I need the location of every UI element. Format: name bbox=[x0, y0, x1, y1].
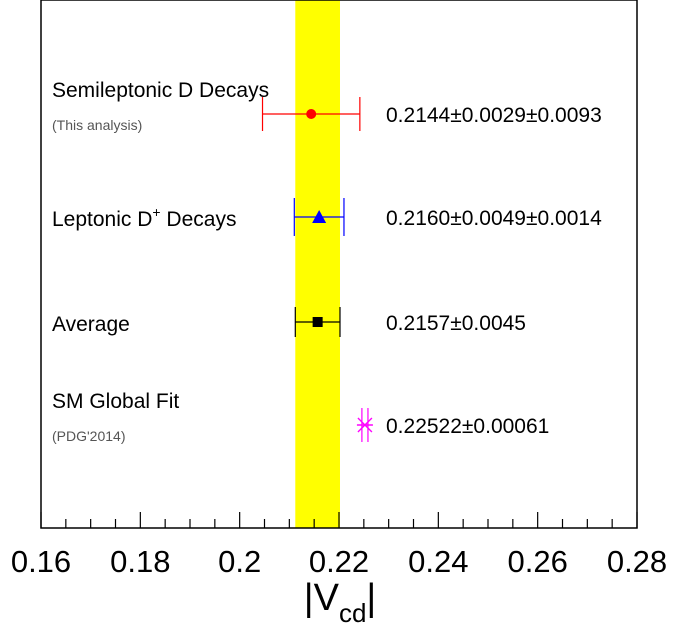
x-axis-label-end: | bbox=[366, 577, 376, 619]
row-value: 0.2157±0.0045 bbox=[386, 312, 526, 335]
x-tick-label: 0.24 bbox=[408, 544, 468, 579]
row-label: Average bbox=[52, 313, 130, 336]
row-label: Semileptonic D Decays bbox=[52, 79, 269, 102]
x-axis-label-main: |V bbox=[304, 577, 340, 619]
x-tick-label: 0.2 bbox=[218, 544, 261, 579]
data-point-square bbox=[312, 317, 323, 327]
row-label-text: Leptonic D bbox=[52, 208, 152, 231]
row-value: 0.2160±0.0049±0.0014 bbox=[386, 207, 602, 230]
data-point-circle bbox=[306, 109, 317, 119]
row-label-superscript: + bbox=[152, 204, 160, 220]
x-axis-label: |Vcd| bbox=[304, 577, 377, 628]
x-tick-label: 0.22 bbox=[309, 544, 369, 579]
row-label-text: SM Global Fit bbox=[52, 390, 179, 413]
row-label-text: Semileptonic D Decays bbox=[52, 79, 269, 102]
row-sublabel: (PDG'2014) bbox=[52, 428, 125, 444]
x-tick-label: 0.28 bbox=[607, 544, 667, 579]
row-label: SM Global Fit bbox=[52, 390, 179, 413]
x-tick-label: 0.18 bbox=[110, 544, 170, 579]
x-axis-label-subscript: cd bbox=[339, 598, 366, 628]
x-tick-label: 0.16 bbox=[11, 544, 71, 579]
row-sublabel: (This analysis) bbox=[52, 117, 142, 133]
row-label: Leptonic D+ Decays bbox=[52, 204, 236, 231]
x-tick-label: 0.26 bbox=[507, 544, 567, 579]
row-value: 0.2144±0.0029±0.0093 bbox=[386, 104, 602, 127]
row-label-text: Average bbox=[52, 313, 130, 336]
row-value: 0.22522±0.00061 bbox=[386, 415, 549, 438]
row-label-tail: Decays bbox=[161, 208, 237, 231]
average-band bbox=[295, 0, 340, 528]
data-point-triangle bbox=[312, 210, 327, 223]
